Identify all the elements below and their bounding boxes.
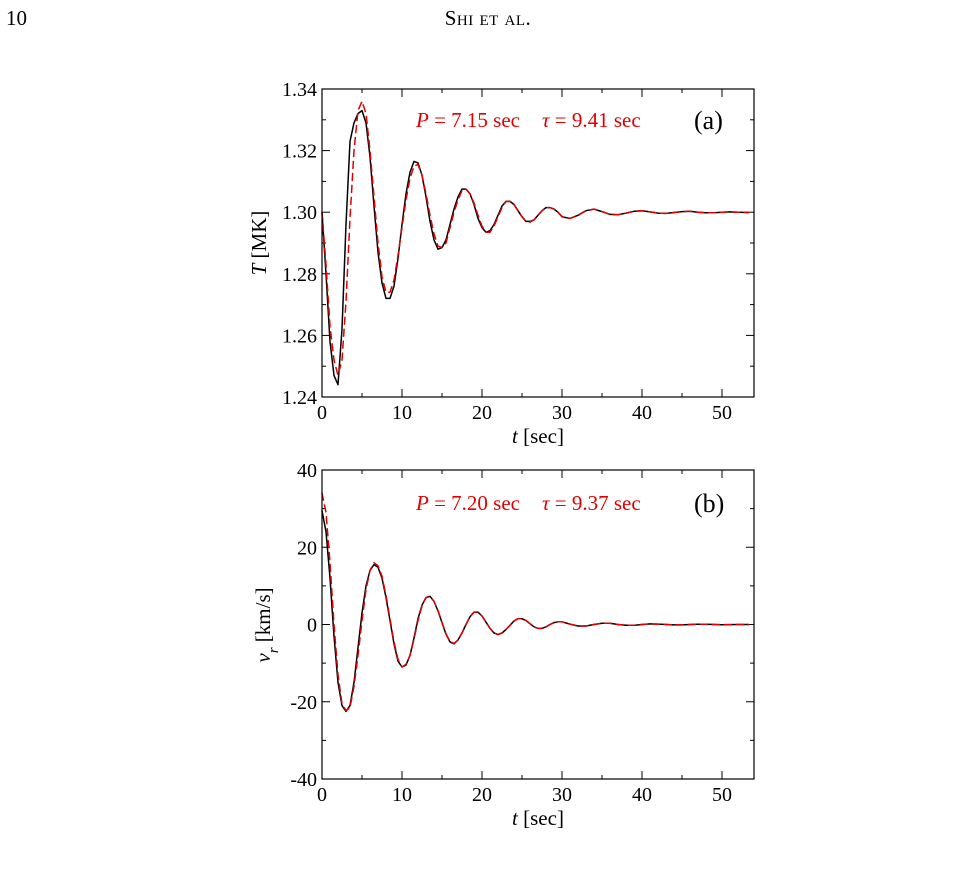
- panel-a-lines: [321, 100, 750, 386]
- panel-a-fit-line: [321, 100, 750, 377]
- panel-a-xtick-label: 30: [552, 402, 572, 424]
- panel-b-fit-line: [321, 492, 750, 712]
- panel-b-xtick-label: 20: [472, 784, 492, 806]
- panel-b-lines: [321, 492, 750, 713]
- panel-a-ytick-label: 1.30: [282, 202, 317, 224]
- panel-b-p-symbol: P: [415, 491, 429, 515]
- panel-b-xtick-label: 50: [712, 784, 732, 806]
- panel-b-ytick-label: -20: [290, 692, 317, 714]
- panel-b-tau-value: = 9.37 sec: [550, 491, 641, 515]
- running-head: Shi et al.: [444, 6, 532, 30]
- panel-a-ticks: 0 10 20 30 40 50 1.24 1.26 1.28 1.30 1.32 1.34: [282, 79, 754, 424]
- panel-a-ytick-label: 1.28: [282, 264, 317, 286]
- panel-a-xtick-label: 10: [392, 402, 412, 424]
- panel-b-ytick-label: 20: [297, 537, 317, 559]
- panel-a-ytick-label: 1.24: [282, 387, 317, 409]
- panel-b-ytick-label: 40: [297, 460, 317, 482]
- page-number: 10: [6, 6, 27, 30]
- panel-a-simulation-line: [321, 109, 750, 386]
- panel-a-tau-value: = 9.41 sec: [550, 108, 641, 132]
- panel-a-label: (a): [694, 106, 723, 135]
- panel-b-xtick-label: 0: [317, 784, 327, 806]
- panel-b-ytick-label: -40: [290, 769, 317, 791]
- panel-b-ylabel: vr [km/s]: [251, 587, 282, 662]
- panel-b-ticks: 0 10 20 30 40 50 -40 -20 0 20 40: [290, 460, 754, 806]
- panel-a-xtick-label: 50: [712, 402, 732, 424]
- panel-a-xtick-label: 20: [472, 402, 492, 424]
- panel-b-xtick-label: 10: [392, 784, 412, 806]
- panel-a-ytick-label: 1.26: [282, 325, 317, 347]
- panel-b-xtick-label: 40: [632, 784, 652, 806]
- panel-a-p-symbol: P: [415, 108, 429, 132]
- panel-a: 0 10 20 30 40 50 1.24 1.26 1.28 1.30 1.32 1.34 P = …: [247, 79, 755, 448]
- panel-a-p-value: = 7.15 sec: [429, 108, 520, 132]
- panel-b-label: (b): [694, 489, 724, 518]
- panel-b-ytick-label: 0: [307, 615, 317, 637]
- panel-a-xtick-label: 0: [317, 402, 327, 424]
- panel-b-tau-symbol: τ: [542, 491, 551, 515]
- figure: 0 10 20 30 40 50 1.24 1.26 1.28 1.30 1.32 1.34 P = …: [247, 79, 755, 830]
- panel-b-xtick-label: 30: [552, 784, 572, 806]
- panel-a-ylabel: T [MK]: [247, 211, 271, 276]
- panel-b-simulation-line: [321, 509, 750, 713]
- panel-a-tau-symbol: τ: [542, 108, 551, 132]
- panel-b-xlabel: t [sec]: [512, 806, 564, 830]
- panel-a-xlabel: t [sec]: [512, 424, 564, 448]
- panel-a-frame: [321, 88, 755, 398]
- panel-a-ytick-label: 1.32: [282, 141, 317, 163]
- panel-a-annotation: P = 7.15 sec τ = 9.41 sec: [415, 108, 641, 132]
- panel-a-xtick-label: 40: [632, 402, 652, 424]
- panel-b-annotation: P = 7.20 sec τ = 9.37 sec: [415, 491, 641, 515]
- panel-b: 0 10 20 30 40 50 -40 -20 0 20 40 P = 7.20 sec τ = 9…: [251, 460, 755, 830]
- panel-a-ytick-label: 1.34: [282, 79, 317, 101]
- panel-b-p-value: = 7.20 sec: [429, 491, 520, 515]
- panel-b-frame: [321, 469, 755, 780]
